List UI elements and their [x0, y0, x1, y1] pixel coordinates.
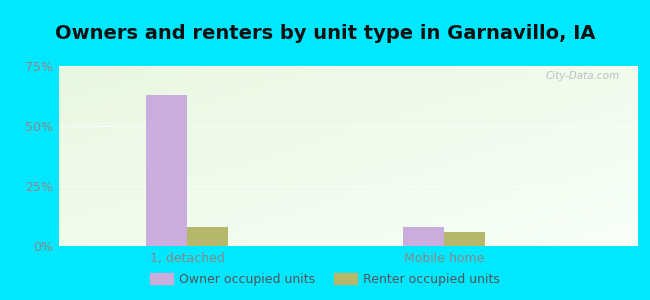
- Bar: [146, 95, 187, 246]
- Bar: [444, 232, 486, 246]
- Text: Owners and renters by unit type in Garnavillo, IA: Owners and renters by unit type in Garna…: [55, 24, 595, 43]
- Legend: Owner occupied units, Renter occupied units: Owner occupied units, Renter occupied un…: [146, 268, 504, 291]
- Bar: [187, 227, 228, 246]
- Text: City-Data.com: City-Data.com: [545, 71, 619, 81]
- Bar: [403, 227, 444, 246]
